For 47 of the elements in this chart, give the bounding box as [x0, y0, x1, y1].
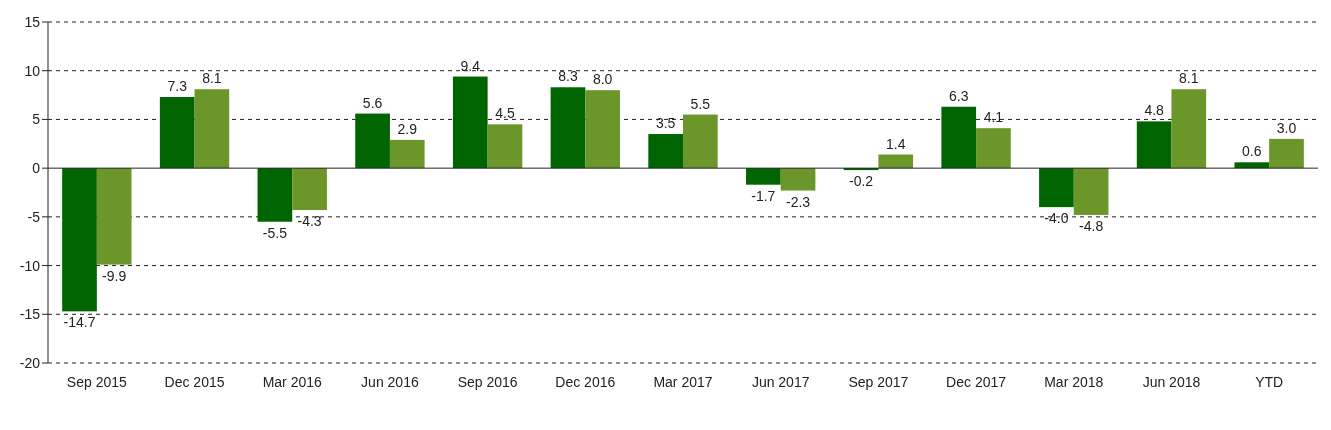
data-label: -2.3: [785, 193, 811, 210]
data-label: 8.1: [1179, 70, 1199, 87]
data-label: 1.4: [885, 135, 906, 152]
data-label: 4.1: [983, 109, 1004, 126]
x-tick-label: Mar 2017: [653, 374, 713, 390]
x-tick-label: Dec 2016: [555, 374, 616, 390]
data-label: 3.5: [655, 115, 676, 132]
y-tick-label: -15: [19, 306, 41, 323]
data-label: -5.5: [262, 224, 288, 241]
y-tick-label: 5: [32, 111, 41, 128]
x-tick-label: Sep 2015: [66, 374, 128, 390]
data-label: 8.3: [558, 68, 578, 85]
x-tick-label: YTD: [1255, 374, 1284, 390]
data-label: -4.3: [297, 213, 322, 230]
x-tick-label: Mar 2016: [262, 374, 323, 390]
data-label: -4.0: [1044, 210, 1069, 227]
x-tick-label: Mar 2018: [1044, 374, 1104, 390]
data-label: 0.6: [1242, 143, 1262, 160]
data-label: 8.0: [592, 71, 613, 88]
x-tick-label: Sep 2017: [848, 374, 909, 390]
x-tick-label: Jun 2017: [751, 374, 810, 390]
x-tick-label: Dec 2015: [164, 374, 225, 390]
y-tick-label: 10: [24, 62, 41, 79]
y-tick-label: -10: [19, 257, 41, 274]
data-label: 8.1: [202, 70, 222, 87]
data-label: 4.5: [495, 105, 515, 122]
y-tick-label: 0: [32, 160, 41, 177]
x-tick-label: Dec 2017: [946, 374, 1007, 390]
data-label: 5.6: [362, 94, 383, 111]
y-tick-label: 15: [24, 14, 41, 30]
y-tick-label: -20: [19, 355, 41, 371]
data-label: 7.3: [167, 78, 188, 95]
data-label: 9.4: [460, 57, 481, 74]
data-label: 5.5: [690, 95, 711, 112]
x-tick-label: Jun 2018: [1142, 374, 1201, 390]
data-label: 3.0: [1276, 119, 1297, 136]
y-tick-label: -5: [27, 208, 41, 225]
data-label: -9.9: [102, 267, 127, 284]
data-label: 4.8: [1144, 102, 1165, 119]
data-label: -4.8: [1079, 217, 1104, 234]
data-label: 2.9: [397, 120, 418, 137]
x-tick-label: Jun 2016: [361, 374, 419, 390]
data-label: -14.7: [63, 314, 96, 331]
data-label: 6.3: [949, 87, 969, 104]
data-label: -1.7: [751, 187, 776, 204]
data-label: -0.2: [848, 173, 874, 190]
x-tick-label: Sep 2016: [457, 374, 518, 390]
